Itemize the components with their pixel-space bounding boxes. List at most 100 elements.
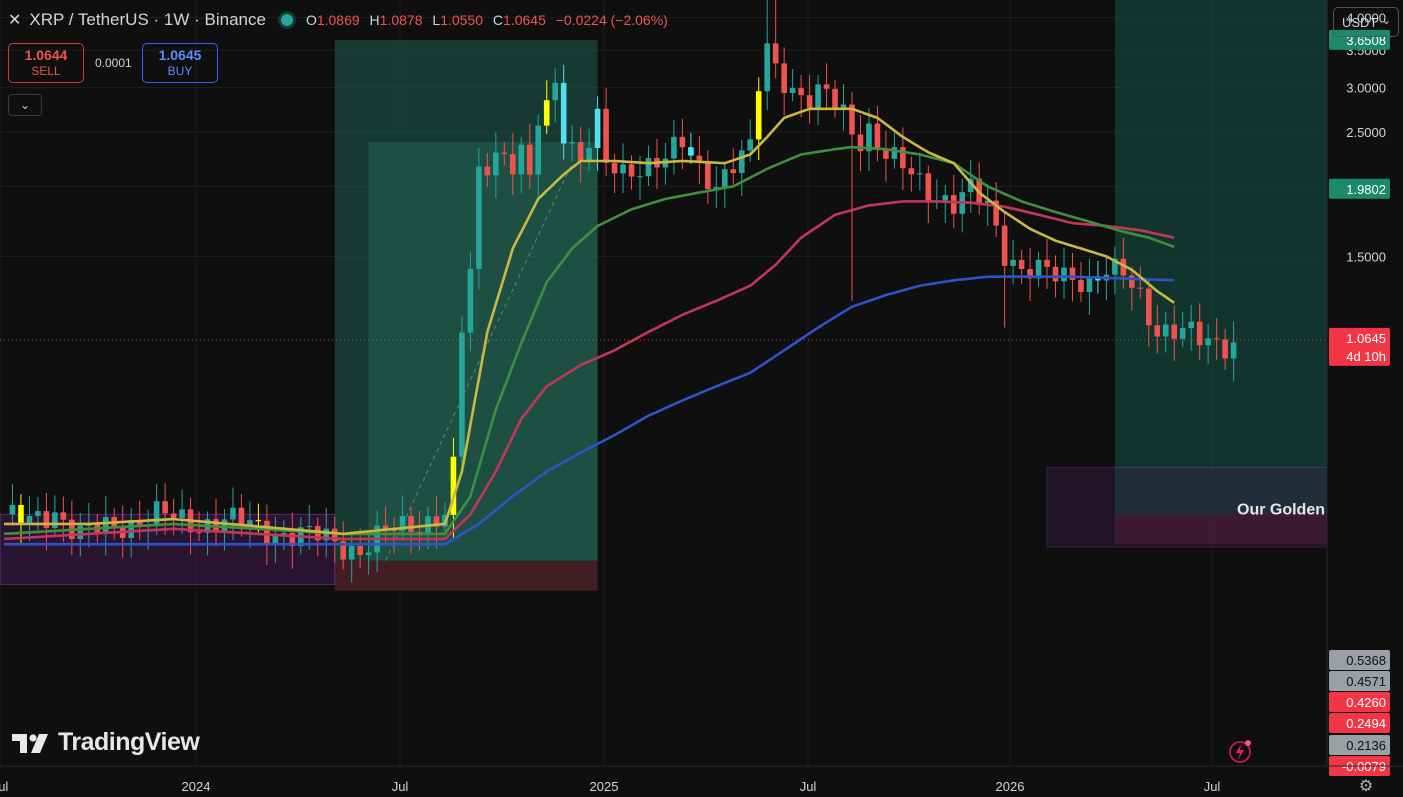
candle-body xyxy=(1196,321,1203,346)
buy-label: BUY xyxy=(167,64,193,78)
ma-green-line xyxy=(3,145,1175,536)
candle-body xyxy=(348,545,355,560)
candle-body xyxy=(1010,259,1016,266)
candle-body xyxy=(611,162,618,174)
candle-body xyxy=(789,87,796,94)
candle-body xyxy=(755,91,762,140)
candle-body xyxy=(1171,324,1178,339)
candle-body xyxy=(26,515,33,523)
candle-body xyxy=(518,144,525,175)
candle-body xyxy=(196,532,202,534)
candle-body xyxy=(942,195,949,201)
candle-body xyxy=(77,525,84,540)
candle-body xyxy=(247,520,253,526)
price-label-box xyxy=(1329,671,1390,691)
candle-body xyxy=(450,456,457,515)
candle-body xyxy=(823,84,830,89)
candle-body xyxy=(806,95,813,108)
candle-body xyxy=(840,104,847,108)
golden-zone-label: Our Golden xyxy=(1237,502,1325,519)
candle-body xyxy=(128,520,134,539)
position-box-loss xyxy=(1114,514,1327,545)
candle-body xyxy=(577,142,584,162)
candle-body xyxy=(179,509,185,518)
candle-body xyxy=(102,516,109,533)
candle-body xyxy=(1213,338,1220,340)
candle-body xyxy=(713,187,720,190)
collapse-legend-button[interactable]: ⌄ xyxy=(8,94,42,116)
candle-body xyxy=(696,155,703,162)
candle-body xyxy=(1230,342,1237,359)
candle-body xyxy=(645,158,652,177)
candle-body xyxy=(849,104,855,135)
candle-body xyxy=(170,513,177,518)
ma-red-line xyxy=(3,200,1175,541)
candle-body xyxy=(1179,327,1186,339)
candle-body xyxy=(569,142,575,144)
price-label-box xyxy=(1329,29,1390,50)
symbol-title[interactable]: XRP / TetherUS · 1W · Binance xyxy=(29,10,266,29)
candle-body xyxy=(798,87,804,96)
price-label-box xyxy=(1329,178,1390,199)
candle-body xyxy=(967,178,974,193)
candle-body xyxy=(255,520,262,522)
candles xyxy=(9,0,1237,583)
price-label-box xyxy=(1329,327,1390,366)
time-tick-label: 2024 xyxy=(182,779,211,794)
price-label-text: 0.2136 xyxy=(1346,738,1386,753)
candle-body xyxy=(984,200,991,203)
time-tick-label: Jul xyxy=(0,779,8,794)
candle-body xyxy=(476,166,482,269)
candle-body xyxy=(357,545,363,555)
price-tick-label: 3.0000 xyxy=(1346,81,1386,96)
candle-body xyxy=(467,268,474,333)
candle-body xyxy=(628,164,635,177)
sell-button[interactable]: 1.0644 SELL xyxy=(8,43,84,83)
lightning-icon[interactable] xyxy=(1228,738,1254,764)
price-label-box xyxy=(1329,713,1390,733)
candle-body xyxy=(1222,339,1228,359)
candle-body xyxy=(416,532,423,534)
candle-body xyxy=(1027,269,1033,279)
buy-button[interactable]: 1.0645 BUY xyxy=(142,43,218,83)
candle-body xyxy=(679,136,686,148)
candle-body xyxy=(1018,259,1025,270)
candle-body xyxy=(781,63,787,94)
candle-body xyxy=(510,154,516,175)
candle-body xyxy=(1112,258,1118,275)
candle-body xyxy=(883,148,889,159)
tradingview-mark-icon xyxy=(12,733,48,753)
currency-select[interactable]: USDT ⌄ xyxy=(1333,7,1399,37)
candle-body xyxy=(1069,267,1076,280)
candle-body xyxy=(501,152,508,155)
price-label-text: 0.5368 xyxy=(1346,653,1386,668)
candle-body xyxy=(535,125,542,175)
candle-body xyxy=(772,43,779,64)
ma-yellow-line xyxy=(4,107,1175,536)
close-icon[interactable]: ✕ xyxy=(8,12,22,29)
candle-body xyxy=(832,88,838,108)
price-label-text: 0.4260 xyxy=(1346,695,1386,710)
candle-body xyxy=(993,200,999,226)
candle-body xyxy=(331,528,338,542)
time-tick-label: 2026 xyxy=(996,779,1025,794)
gear-icon[interactable]: ⚙ xyxy=(1358,778,1374,795)
candle-body xyxy=(722,169,728,188)
candle-body xyxy=(365,552,372,555)
candle-body xyxy=(272,535,279,545)
candle-body xyxy=(289,533,296,547)
candle-body xyxy=(306,526,313,528)
candle-body xyxy=(1086,276,1093,292)
candle-body xyxy=(900,147,906,169)
price-label-countdown: 4d 10h xyxy=(1346,349,1386,364)
candle-body xyxy=(730,169,737,174)
candle-body xyxy=(162,501,168,514)
candle-body xyxy=(552,82,558,101)
candle-body xyxy=(950,195,957,214)
candle-body xyxy=(493,152,499,176)
price-label-text: 1.9802 xyxy=(1346,182,1386,197)
sell-price: 1.0644 xyxy=(24,47,68,63)
candle-body xyxy=(637,176,643,178)
candle-body xyxy=(484,166,491,176)
